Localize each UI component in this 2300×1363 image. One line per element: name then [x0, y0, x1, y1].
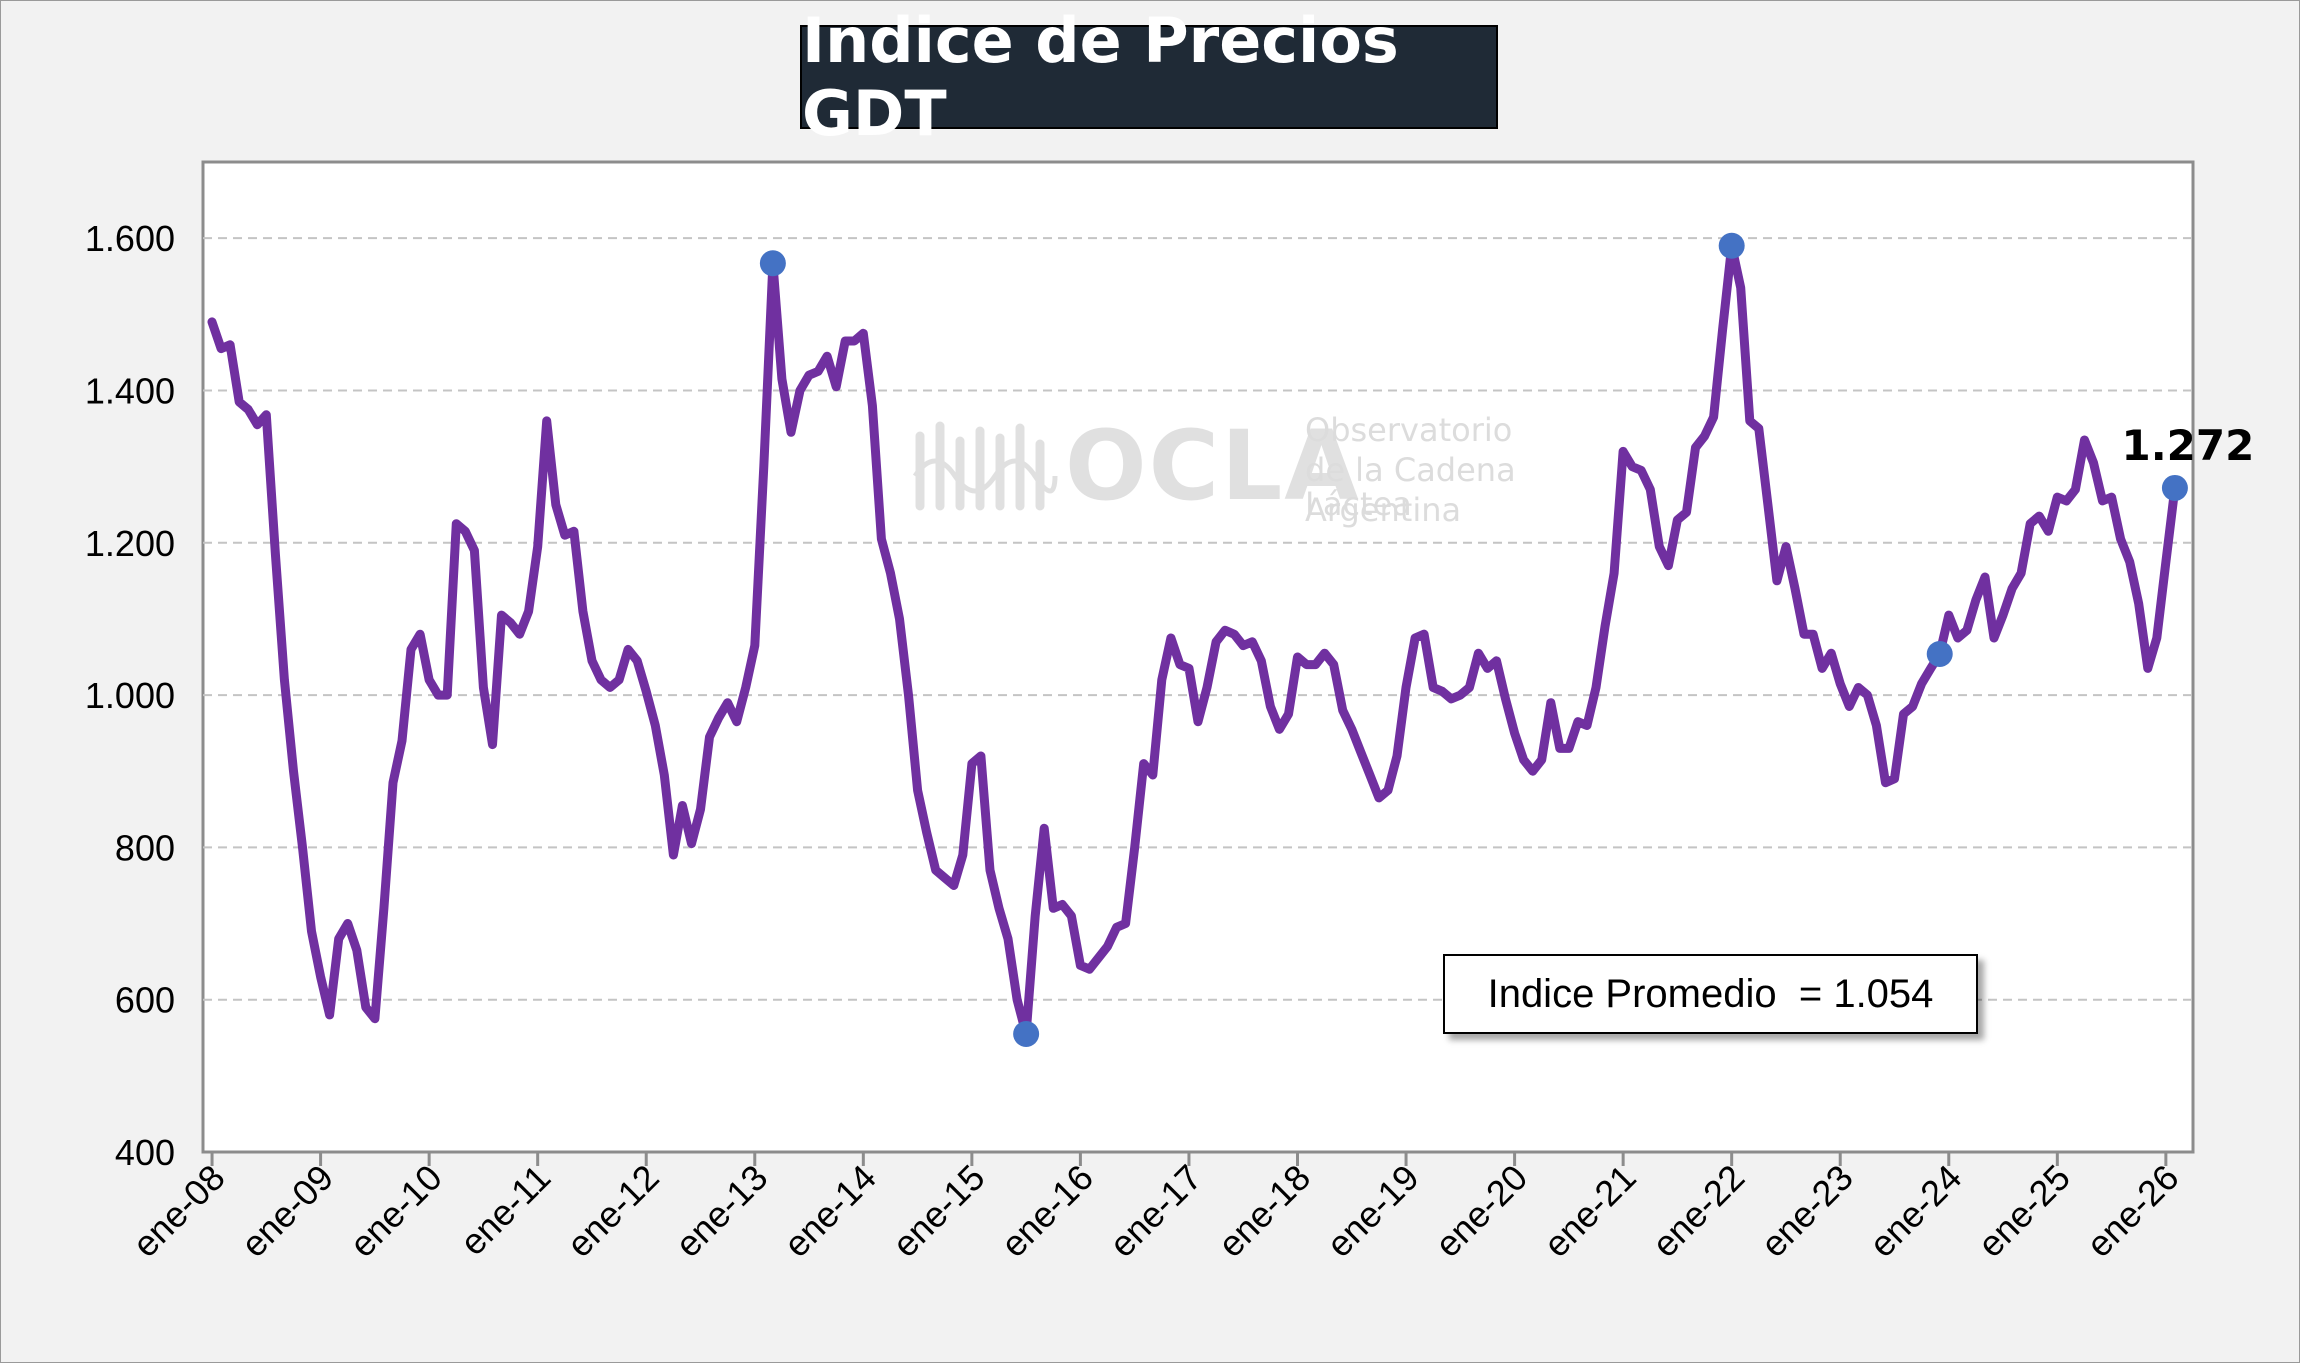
x-tick-label: ene-18 [1210, 1157, 1318, 1265]
watermark-line1: Observatorio [1305, 411, 1513, 449]
watermark-logo-word: OCLA [1065, 410, 1361, 522]
x-tick-label: ene-23 [1753, 1157, 1861, 1265]
y-tick-label: 1.400 [85, 370, 175, 411]
y-tick-label: 800 [115, 827, 175, 868]
x-tick-label: ene-09 [233, 1157, 341, 1265]
y-tick-label: 1.000 [85, 675, 175, 716]
data-marker [2161, 474, 2188, 501]
series [207, 241, 2180, 1039]
ocla-logo-icon [912, 421, 1058, 511]
x-tick-label: ene-15 [884, 1157, 992, 1265]
x-tick-label: ene-25 [1970, 1157, 2078, 1265]
x-tick-label: ene-26 [2078, 1157, 2186, 1265]
x-tick-label: ene-17 [1101, 1157, 1209, 1265]
data-label-last-value: 1.272 [2121, 421, 2254, 470]
x-tick-label: ene-20 [1427, 1157, 1535, 1265]
y-tick-label: 1.200 [85, 523, 175, 564]
watermark-line3: Argentina [1305, 491, 1462, 529]
series-line [207, 241, 2180, 1039]
watermark-line2: de la Cadena Láctea [1305, 451, 1516, 523]
chart-title: Indice de Precios GDT [802, 4, 1399, 150]
markers [759, 232, 2188, 1047]
x-tick-label: ene-10 [342, 1157, 450, 1265]
y-tick-label: 400 [115, 1132, 175, 1173]
data-marker [759, 250, 786, 277]
data-marker [1013, 1020, 1040, 1047]
chart-title-box: Indice de Precios GDT [800, 4, 1498, 150]
x-tick-label: ene-16 [993, 1157, 1101, 1265]
x-tick-label: ene-21 [1536, 1157, 1644, 1265]
y-tick-label: 1.600 [85, 218, 175, 259]
x-tick-label: ene-11 [452, 1157, 558, 1263]
average-index-box: Indice Promedio = 1.054 [1443, 954, 1978, 1034]
y-tick-label: 600 [115, 980, 175, 1021]
x-tick-label: ene-13 [667, 1157, 775, 1265]
ocla-watermark: OCLA Observatorio de la Cadena Láctea Ar… [910, 408, 1630, 538]
x-tick-label: ene-22 [1644, 1157, 1752, 1265]
data-marker [1718, 232, 1745, 259]
average-index-label: Indice Promedio = 1.054 [1487, 971, 1934, 1016]
x-tick-label: ene-12 [559, 1157, 667, 1265]
labels: 1.272 [2121, 421, 2254, 470]
data-marker [1926, 640, 1953, 667]
x-tick-label: ene-14 [776, 1157, 884, 1265]
x-tick-label: ene-24 [1861, 1157, 1969, 1265]
x-tick-label: ene-19 [1318, 1157, 1426, 1265]
